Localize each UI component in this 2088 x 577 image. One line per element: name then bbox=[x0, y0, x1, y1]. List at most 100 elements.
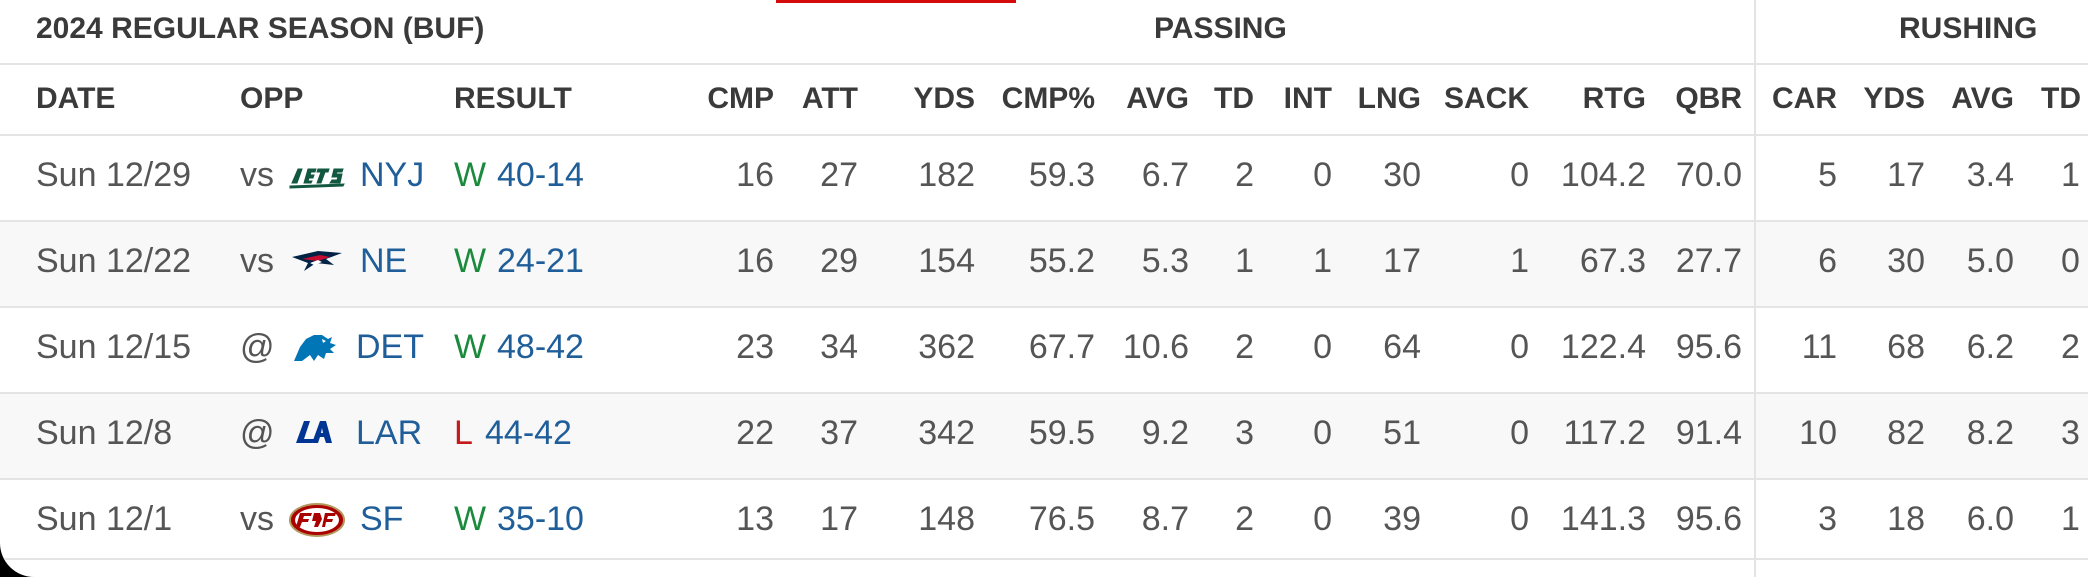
home-away-indicator: @ bbox=[240, 414, 275, 452]
stat-yds: 342 bbox=[918, 414, 975, 452]
stat-int: 0 bbox=[1313, 328, 1332, 366]
stat-rush-td: 0 bbox=[2061, 242, 2080, 280]
home-away-indicator: @ bbox=[240, 328, 275, 366]
stat-rush-yds: 30 bbox=[1887, 242, 1925, 280]
stat-att: 17 bbox=[820, 500, 858, 538]
stat-sack: 0 bbox=[1510, 500, 1529, 538]
opponent-link[interactable]: SF bbox=[360, 500, 404, 538]
col-header-att[interactable]: ATT bbox=[801, 82, 858, 115]
divider bbox=[0, 306, 2088, 308]
stat-rtg: 122.4 bbox=[1560, 328, 1646, 366]
stat-qbr: 70.0 bbox=[1675, 156, 1742, 194]
col-header-avg[interactable]: AVG bbox=[1126, 82, 1189, 115]
col-header-qbr[interactable]: QBR bbox=[1675, 82, 1742, 115]
stat-rush-avg: 6.0 bbox=[1966, 500, 2014, 538]
patriots-logo-icon bbox=[292, 251, 342, 271]
table-row[interactable]: Sun 12/15 @ DET W 48-42 23 34 362 67.7 1… bbox=[0, 308, 2088, 392]
opponent-link[interactable]: DET bbox=[356, 328, 424, 366]
table-row[interactable]: Sun 12/8 @ LAR L 44-42 22 37 342 59.5 9.… bbox=[0, 394, 2088, 478]
stat-int: 0 bbox=[1313, 414, 1332, 452]
opponent-link[interactable]: NYJ bbox=[360, 156, 425, 194]
stat-avg: 10.6 bbox=[1122, 328, 1189, 366]
stat-qbr: 95.6 bbox=[1675, 500, 1742, 538]
divider bbox=[0, 558, 2088, 560]
stat-rush-yds: 17 bbox=[1887, 156, 1925, 194]
score-link[interactable]: 44-42 bbox=[485, 414, 572, 452]
col-header-sack[interactable]: SACK bbox=[1443, 82, 1529, 115]
stat-rush-td: 1 bbox=[2061, 500, 2080, 538]
score-link[interactable]: 35-10 bbox=[497, 500, 584, 538]
stat-td: 2 bbox=[1235, 156, 1254, 194]
stat-td: 2 bbox=[1235, 500, 1254, 538]
col-header-rush-yds[interactable]: YDS bbox=[1863, 82, 1925, 115]
stat-rtg: 104.2 bbox=[1560, 156, 1646, 194]
table-row[interactable]: Sun 12/29 vs NYJ W 40-14 16 27 182 59.3 … bbox=[0, 136, 2088, 220]
opponent-link[interactable]: LAR bbox=[356, 414, 423, 452]
table-row[interactable]: Sun 12/1 vs SF W 35-10 13 17 148 76.5 8.… bbox=[0, 480, 2088, 564]
stat-car: 6 bbox=[1818, 242, 1837, 280]
stat-car: 5 bbox=[1818, 156, 1837, 194]
stat-avg: 8.7 bbox=[1141, 500, 1189, 538]
stat-rtg: 67.3 bbox=[1579, 242, 1646, 280]
col-header-rush-td[interactable]: TD bbox=[2041, 82, 2081, 115]
game-date: Sun 12/29 bbox=[36, 156, 192, 194]
stat-cmp-pct: 59.5 bbox=[1028, 414, 1095, 452]
stat-rtg: 117.2 bbox=[1563, 414, 1646, 452]
stat-td: 2 bbox=[1235, 328, 1254, 366]
stat-avg: 6.7 bbox=[1141, 156, 1189, 194]
stat-lng: 17 bbox=[1383, 242, 1421, 280]
score-link[interactable]: 40-14 bbox=[497, 156, 584, 194]
stat-rush-td: 1 bbox=[2061, 156, 2080, 194]
col-header-rush-avg[interactable]: AVG bbox=[1951, 82, 2014, 115]
divider bbox=[0, 134, 2088, 136]
game-result: L bbox=[454, 414, 473, 452]
divider bbox=[0, 392, 2088, 394]
table-row[interactable]: Sun 12/22 vs NE W 24-21 16 29 154 55.2 5… bbox=[0, 222, 2088, 306]
game-result: W bbox=[454, 328, 487, 366]
stat-lng: 30 bbox=[1383, 156, 1421, 194]
home-away-indicator: vs bbox=[240, 156, 274, 194]
lions-logo-icon bbox=[294, 335, 336, 361]
stat-rush-avg: 3.4 bbox=[1966, 156, 2014, 194]
stat-rtg: 141.3 bbox=[1560, 500, 1646, 538]
col-header-yds[interactable]: YDS bbox=[913, 82, 975, 115]
stat-int: 1 bbox=[1313, 242, 1332, 280]
stat-cmp: 16 bbox=[736, 242, 774, 280]
stat-rush-avg: 5.0 bbox=[1966, 242, 2014, 280]
game-date: Sun 12/8 bbox=[36, 414, 173, 452]
stat-cmp-pct: 55.2 bbox=[1028, 242, 1095, 280]
score-link[interactable]: 24-21 bbox=[497, 242, 584, 280]
stat-qbr: 27.7 bbox=[1675, 242, 1742, 280]
stat-cmp: 13 bbox=[736, 500, 774, 538]
col-header-cmp[interactable]: CMP bbox=[707, 82, 774, 115]
divider bbox=[0, 220, 2088, 222]
stat-rush-avg: 8.2 bbox=[1966, 414, 2014, 452]
stat-att: 27 bbox=[820, 156, 858, 194]
opponent-link[interactable]: NE bbox=[360, 242, 408, 280]
jets-logo-icon bbox=[289, 168, 345, 189]
stat-lng: 51 bbox=[1383, 414, 1421, 452]
stat-yds: 182 bbox=[918, 156, 975, 194]
stat-int: 0 bbox=[1313, 156, 1332, 194]
col-header-lng[interactable]: LNG bbox=[1357, 82, 1421, 115]
col-header-rtg[interactable]: RTG bbox=[1582, 82, 1646, 115]
col-header-result[interactable]: RESULT bbox=[454, 82, 572, 115]
stat-lng: 39 bbox=[1383, 500, 1421, 538]
col-header-td[interactable]: TD bbox=[1214, 82, 1254, 115]
col-header-cmp-pct[interactable]: CMP% bbox=[1001, 82, 1095, 115]
stat-sack: 0 bbox=[1510, 414, 1529, 452]
col-header-int[interactable]: INT bbox=[1283, 82, 1332, 115]
stat-cmp: 23 bbox=[736, 328, 774, 366]
col-header-car[interactable]: CAR bbox=[1772, 82, 1837, 115]
game-date: Sun 12/1 bbox=[36, 500, 173, 538]
rushing-section-label: RUSHING bbox=[1899, 12, 2038, 45]
col-header-opp[interactable]: OPP bbox=[240, 82, 304, 115]
stat-sack: 0 bbox=[1510, 328, 1529, 366]
game-result: W bbox=[454, 156, 487, 194]
stat-int: 0 bbox=[1313, 500, 1332, 538]
score-link[interactable]: 48-42 bbox=[497, 328, 584, 366]
home-away-indicator: vs bbox=[240, 500, 274, 538]
col-header-date[interactable]: DATE bbox=[36, 82, 116, 115]
stat-rush-td: 3 bbox=[2061, 414, 2080, 452]
